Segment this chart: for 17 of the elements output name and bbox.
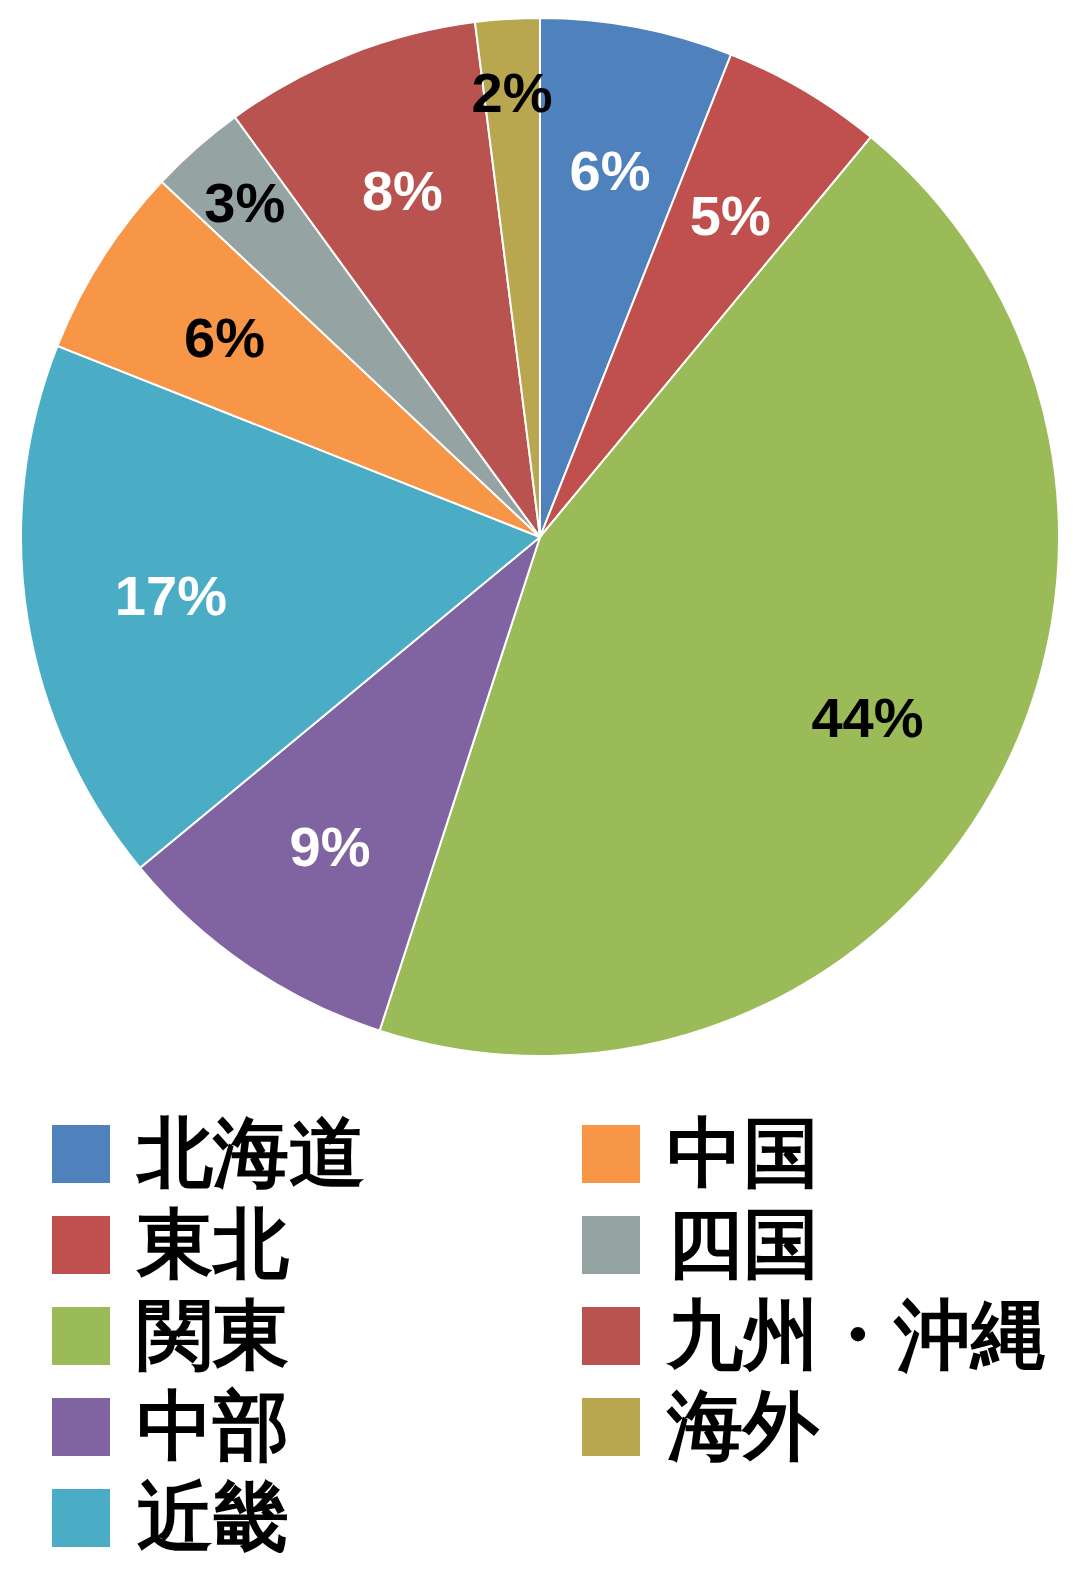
data-label: 17% [114, 564, 227, 628]
legend-label: 九州・沖縄 [665, 1290, 1047, 1379]
legend-label: 近畿 [137, 1472, 289, 1561]
data-label: 9% [289, 815, 371, 879]
legend-label: 北海道 [135, 1108, 365, 1197]
data-label: 6% [569, 138, 651, 202]
data-label: 8% [361, 158, 443, 222]
legend-label: 四国 [667, 1199, 819, 1288]
legend-label: 東北 [136, 1199, 289, 1288]
data-label: 6% [184, 305, 265, 369]
data-label: 44% [811, 686, 924, 750]
legend-label: 中部 [137, 1381, 289, 1470]
legend-label: 関東 [137, 1290, 289, 1379]
legend-label: 中国 [667, 1108, 819, 1197]
legend-label: 海外 [666, 1381, 820, 1470]
data-label: 3% [204, 171, 286, 235]
data-label: 5% [689, 184, 771, 248]
